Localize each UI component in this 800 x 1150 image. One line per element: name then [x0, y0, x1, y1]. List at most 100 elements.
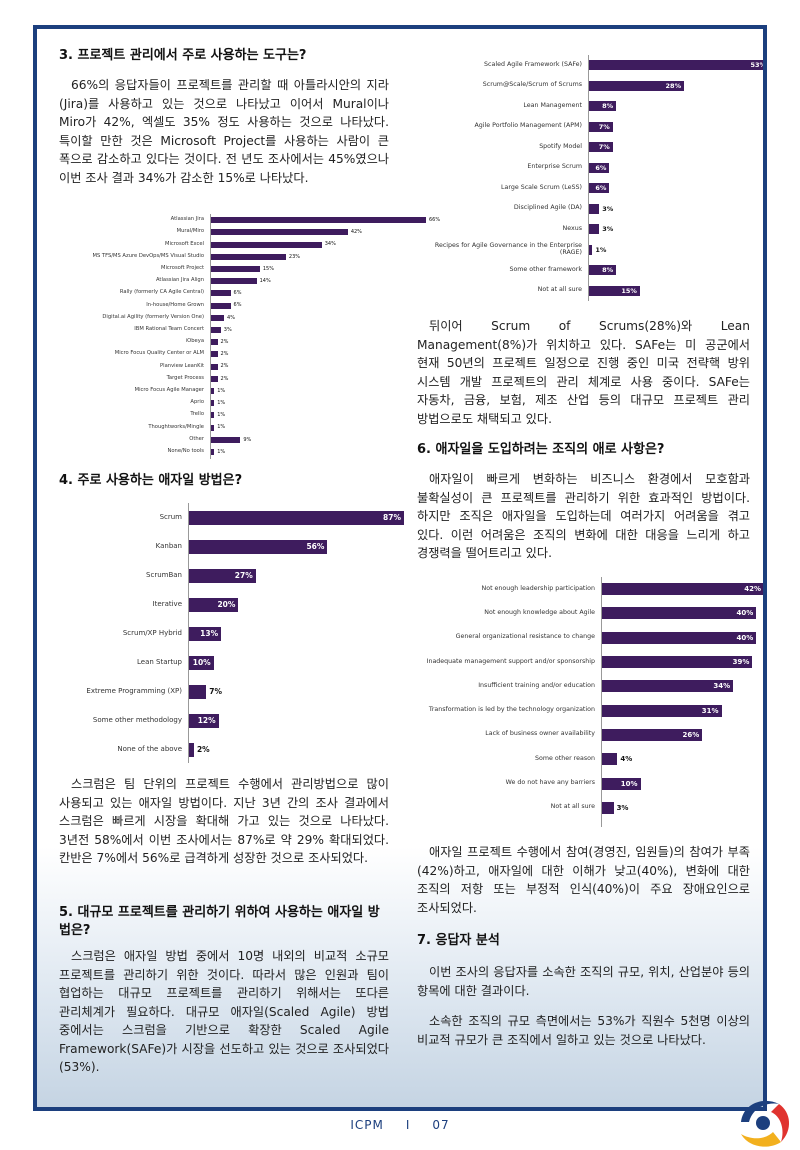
- chart-bar: [211, 241, 322, 248]
- footer-separator: I: [405, 1118, 411, 1132]
- chart-category-label: Recipes for Agile Governance in the Ente…: [434, 241, 582, 256]
- chart-category-label: In-house/Home Grown: [146, 301, 204, 308]
- chart-category-label: Microsoft Excel: [165, 240, 204, 247]
- chart-bar: [211, 436, 241, 443]
- chart-value-label: 3%: [602, 225, 614, 234]
- chart-value-label: 15%: [621, 286, 637, 295]
- section6-text-continued: 애자일 프로젝트 수행에서 참여(경영진, 임원들)의 참여가 부족(42%)하…: [417, 845, 750, 915]
- section6-text: 애자일이 빠르게 변화하는 비즈니스 환경에서 모호함과 불확실성이 큰 프로젝…: [417, 472, 750, 560]
- chart-bar: [211, 278, 257, 285]
- chart-bar: 56%: [189, 539, 328, 554]
- chart-axis: [188, 503, 189, 763]
- chart-category-label: Not at all sure: [537, 286, 582, 294]
- chart-bar: [211, 412, 215, 419]
- chart-category-label: IBM Rational Team Concert: [134, 326, 204, 333]
- chart-bar: 13%: [189, 626, 222, 641]
- section5-text-continued: 뒤이어 Scrum of Scrums(28%)와 Lean Managemen…: [417, 319, 750, 426]
- chart-category-label: Some other framework: [509, 265, 582, 273]
- chart-category-label: Lean Management: [523, 101, 582, 109]
- chart-category-label: Micro Focus Quality Center or ALM: [114, 350, 204, 357]
- chart-category-label: Atlassian Jira: [170, 216, 204, 223]
- chart-bar: 20%: [189, 597, 239, 612]
- chart-axis: [210, 214, 211, 459]
- chart-value-label: 53%: [750, 61, 766, 70]
- chart-value-label: 20%: [217, 600, 236, 609]
- chart-value-label: 39%: [732, 658, 750, 667]
- section7-text-2: 소속한 조직의 규모 측면에서는 53%가 직원수 5천명 이상의 비교적 규모…: [417, 1014, 750, 1047]
- chart-value-label: 42%: [744, 585, 761, 594]
- chart-value-label: 7%: [209, 687, 223, 696]
- chart-bar: [211, 448, 215, 455]
- chart-value-label: 12%: [197, 716, 216, 725]
- chart-bar: 7%: [589, 121, 613, 132]
- chart-category-label: ScrumBan: [146, 570, 182, 579]
- icpm-logo-icon: [741, 1100, 790, 1147]
- chart-value-label: 27%: [234, 571, 253, 580]
- chart-category-label: Agile Portfolio Management (APM): [474, 122, 582, 130]
- chart-value-label: 31%: [701, 706, 719, 715]
- chart-category-label: Some other methodology: [92, 715, 182, 724]
- chart-value-label: 2%: [196, 745, 210, 754]
- chart-value-label: 26%: [682, 730, 700, 739]
- chart-value-label: 2%: [220, 363, 229, 370]
- chart-category-label: Digital.ai Agility (formerly Version One…: [102, 313, 204, 320]
- chart-value-label: 28%: [665, 81, 682, 90]
- chart-bar: 8%: [589, 101, 617, 112]
- chart-category-label: Trello: [190, 411, 204, 418]
- chart-category-label: Mural/Miro: [176, 228, 204, 235]
- chart-value-label: 6%: [595, 184, 607, 193]
- chart-bar: [211, 339, 218, 346]
- chart-category-label: Micro Focus Agile Manager: [134, 387, 204, 394]
- chart-value-label: 15%: [262, 265, 274, 272]
- chart-bar: [211, 229, 348, 236]
- section4-text: 스크럼은 팀 단위의 프로젝트 수행에서 관리방법으로 많이 사용되고 있는 애…: [59, 777, 389, 865]
- methods-bar-chart: Scrum 87% Kanban 56% ScrumBan 27% Iterative 20%…: [62, 503, 404, 763]
- chart-bar: 31%: [602, 704, 722, 717]
- chart-bar: 26%: [602, 728, 703, 741]
- chart-bar: 39%: [602, 656, 753, 669]
- chart-category-label: Lack of business owner availability: [485, 730, 595, 738]
- chart-bar: 6%: [589, 183, 610, 194]
- chart-value-label: 40%: [736, 633, 754, 642]
- chart-value-label: 7%: [598, 122, 610, 131]
- chart-category-label: Microsoft Project: [160, 265, 204, 272]
- chart-value-label: 1%: [217, 412, 226, 419]
- chart-category-label: Target Process: [166, 374, 204, 381]
- chart-bar: [589, 224, 600, 235]
- chart-value-label: 2%: [220, 339, 229, 346]
- chart-category-label: Disciplined Agile (DA): [513, 204, 582, 212]
- chart-category-label: Atlassian Jira Align: [155, 277, 204, 284]
- chart-category-label: Scaled Agile Framework (SAFe): [484, 60, 582, 68]
- chart-bar: [211, 302, 231, 309]
- section7-text: 이번 조사의 응답자를 소속한 조직의 규모, 위치, 산업분야 등의 항목에 …: [417, 965, 750, 998]
- chart-category-label: Insufficient training and/or education: [478, 681, 595, 689]
- section4-heading: 4. 주로 사용하는 애자일 방법은?: [59, 473, 243, 488]
- chart-bar: [211, 363, 218, 370]
- chart-category-label: Thoughtworks/Mingle: [148, 423, 204, 430]
- chart-value-label: 1%: [217, 387, 226, 394]
- section3-heading: 3. 프로젝트 관리에서 주로 사용하는 도구는?: [59, 48, 307, 63]
- chart-category-label: Iterative: [152, 599, 182, 608]
- chart-value-label: 42%: [350, 229, 362, 236]
- chart-bar: 27%: [189, 568, 256, 583]
- chart-bar: 28%: [589, 80, 685, 91]
- chart-value-label: 3%: [616, 803, 629, 812]
- scaled-agile-bar-chart: Scaled Agile Framework (SAFe) 53% Scrum@Sc…: [417, 55, 763, 301]
- chart-value-label: 2%: [220, 351, 229, 358]
- chart-bar: [189, 742, 194, 757]
- chart-bar: [211, 387, 215, 394]
- chart-value-label: 40%: [736, 609, 754, 618]
- chart-value-label: 8%: [602, 102, 614, 111]
- chart-bar: [602, 801, 614, 814]
- chart-category-label: Not at all sure: [550, 803, 595, 811]
- chart-bar: 6%: [589, 162, 610, 173]
- chart-bar: 87%: [189, 510, 404, 525]
- chart-category-label: General organizational resistance to cha…: [455, 633, 595, 641]
- chart-value-label: 23%: [288, 253, 301, 260]
- chart-bar: 42%: [602, 583, 763, 596]
- chart-category-label: Rally (formerly CA Agile Central): [119, 289, 204, 296]
- chart-category-label: None/No tools: [167, 448, 204, 455]
- barriers-bar-chart: Not enough leadership participation 42% No…: [417, 577, 763, 827]
- chart-value-label: 34%: [713, 682, 731, 691]
- chart-value-label: 1%: [217, 448, 226, 455]
